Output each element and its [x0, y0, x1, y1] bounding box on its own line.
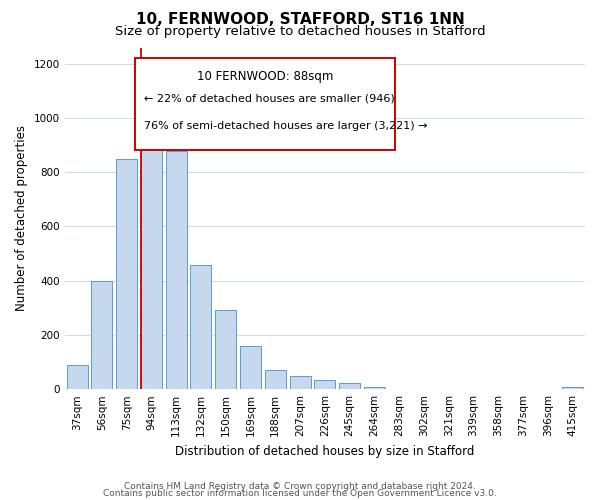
Bar	[91, 280, 112, 389]
Bar	[215, 310, 236, 389]
X-axis label: Distribution of detached houses by size in Stafford: Distribution of detached houses by size …	[175, 444, 475, 458]
Text: Size of property relative to detached houses in Stafford: Size of property relative to detached ho…	[115, 25, 485, 38]
Bar	[67, 365, 88, 389]
Text: 10, FERNWOOD, STAFFORD, ST16 1NN: 10, FERNWOOD, STAFFORD, ST16 1NN	[136, 12, 464, 28]
Text: Contains public sector information licensed under the Open Government Licence v3: Contains public sector information licen…	[103, 489, 497, 498]
Text: ← 22% of detached houses are smaller (946): ← 22% of detached houses are smaller (94…	[144, 94, 395, 104]
Text: 76% of semi-detached houses are larger (3,221) →: 76% of semi-detached houses are larger (…	[144, 121, 428, 131]
Y-axis label: Number of detached properties: Number of detached properties	[15, 126, 28, 312]
Text: Contains HM Land Registry data © Crown copyright and database right 2024.: Contains HM Land Registry data © Crown c…	[124, 482, 476, 491]
Bar	[116, 159, 137, 389]
Text: 10 FERNWOOD: 88sqm: 10 FERNWOOD: 88sqm	[197, 70, 333, 82]
Bar	[339, 382, 360, 389]
Bar	[562, 388, 583, 389]
Bar	[240, 346, 261, 389]
Bar	[364, 387, 385, 389]
Bar	[190, 265, 211, 389]
Bar	[265, 370, 286, 389]
Bar	[290, 376, 311, 389]
Bar	[166, 151, 187, 389]
FancyBboxPatch shape	[135, 58, 395, 150]
Bar	[141, 128, 162, 389]
Bar	[314, 380, 335, 389]
